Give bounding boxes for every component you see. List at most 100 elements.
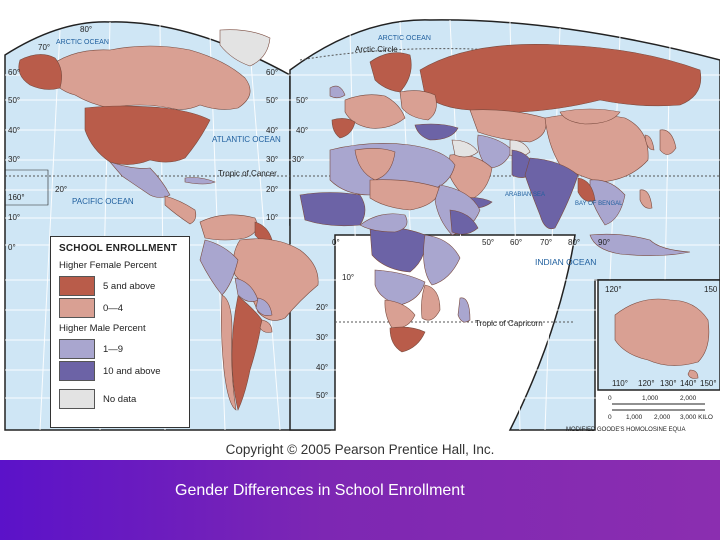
ethiopia — [449, 209, 479, 235]
copyright-text: Copyright © 2005 Pearson Prentice Hall, … — [225, 442, 495, 457]
deg-50-right: 50° — [296, 96, 308, 105]
australia — [614, 298, 710, 366]
label-tropic-capricorn: Tropic of Capricorn — [475, 319, 543, 328]
scale-km-3000: 3,000 KILO — [680, 414, 713, 421]
deg-30-right: 30° — [292, 155, 304, 164]
legend-swatch — [59, 276, 95, 296]
hawaii-box — [4, 169, 49, 206]
india — [524, 157, 579, 229]
scale-km-2000: 2,000 — [654, 414, 671, 421]
deg-20-left: 20° — [55, 185, 67, 194]
legend-item: 0—4 — [59, 297, 181, 319]
eurasia — [329, 43, 702, 256]
central-america — [164, 195, 197, 225]
legend-item: No data — [59, 388, 181, 410]
line-labels: Arctic Circle Tropic of Cancer Tropic of… — [218, 45, 543, 328]
scale-bar: 0 1,000 2,000 0 1,000 2,000 3,000 KILO M… — [566, 395, 713, 433]
deg-70: 70° — [38, 43, 50, 52]
legend-item-label: 0—4 — [103, 302, 124, 314]
tasmania — [687, 369, 699, 379]
deg-90-east: 90° — [598, 238, 610, 247]
map-labels: ARCTIC OCEAN ARCTIC OCEAN ATLANTIC OCEAN… — [56, 35, 623, 267]
legend-item-label: 1—9 — [103, 343, 124, 355]
legend-swatch — [59, 298, 95, 318]
deg-140: 140° — [680, 379, 697, 388]
south-africa — [389, 326, 426, 353]
greenland — [219, 29, 271, 67]
deg-20-ocean: 20° — [316, 303, 328, 312]
iraq — [451, 139, 479, 158]
peru — [199, 239, 239, 296]
chile — [221, 294, 237, 411]
argentina — [231, 295, 263, 411]
legend-item: 5 and above — [59, 275, 181, 297]
legend-item-label: No data — [103, 393, 137, 405]
kazakhstan — [469, 109, 547, 143]
deg-110: 110° — [612, 379, 628, 388]
legend-title: SCHOOL ENROLLMENT — [59, 243, 178, 254]
slide-caption: Gender Differences in School Enrollment — [175, 482, 465, 499]
korea — [644, 134, 655, 151]
deg-150: 150 — [704, 285, 718, 294]
west-africa — [299, 192, 366, 227]
world-map: ARCTIC OCEAN ARCTIC OCEAN ATLANTIC OCEAN… — [4, 19, 720, 433]
legend-item: 10 and above — [59, 360, 181, 382]
deg-120: 120° — [605, 285, 622, 294]
label-tropic-cancer: Tropic of Cancer — [218, 169, 277, 178]
scale-km-0: 0 — [608, 414, 612, 421]
label-pacific: PACIFIC OCEAN — [72, 197, 134, 206]
deg-10-mid: 10° — [266, 213, 278, 222]
congo — [369, 227, 426, 273]
deg-40-right: 40° — [296, 126, 308, 135]
colombia-venezuela — [199, 214, 258, 241]
label-indian-ocean: INDIAN OCEAN — [535, 257, 596, 267]
australia-inset — [597, 279, 720, 391]
deg-80: 80° — [80, 25, 92, 34]
deg-20-mid: 20° — [266, 185, 278, 194]
alaska — [18, 54, 62, 90]
label-arctic-left: ARCTIC OCEAN — [56, 39, 109, 46]
legend-female-header: Higher Female Percent — [59, 260, 157, 271]
deg-30-ocean: 30° — [316, 333, 328, 342]
uruguay — [259, 319, 273, 333]
algeria — [354, 148, 396, 181]
south-america — [199, 214, 319, 411]
central-africa — [359, 213, 408, 233]
scale-miles-2000: 2,000 — [680, 395, 697, 402]
legend-item: 1—9 — [59, 338, 181, 360]
southeast-asia — [589, 179, 626, 226]
deg-130: 130° — [660, 379, 677, 388]
deg-60-left: 60° — [8, 68, 20, 77]
paraguay — [255, 297, 273, 316]
degree-labels: 80° 70° 60° 50° 40° 30° 20° 10° 0° 160° … — [8, 25, 718, 400]
eastern-europe — [399, 90, 437, 121]
uk — [329, 85, 346, 99]
saudi-arabia — [447, 154, 493, 201]
mexico — [109, 161, 171, 198]
deg-60-east: 60° — [510, 238, 522, 247]
deg-40-ocean: 40° — [316, 363, 328, 372]
indonesia — [589, 233, 691, 256]
label-arctic-circle: Arctic Circle — [355, 45, 398, 54]
label-arabian-sea: ARABIAN SEA — [505, 192, 545, 198]
mongolia — [559, 108, 621, 125]
philippines — [639, 189, 653, 209]
label-arctic-right: ARCTIC OCEAN — [378, 35, 431, 42]
deg-150-bottom: 150° — [700, 379, 717, 388]
namibia-botswana — [384, 299, 416, 329]
legend-swatch — [59, 339, 95, 359]
angola-zambia — [374, 269, 426, 306]
scale-miles-1000: 1,000 — [642, 395, 659, 402]
madagascar — [457, 297, 471, 323]
mozambique — [421, 284, 441, 321]
deg-50-east: 50° — [482, 238, 494, 247]
scale-miles-0: 0 — [608, 395, 612, 402]
cuba — [184, 177, 216, 185]
deg-80-east: 80° — [568, 238, 580, 247]
deg-40-mid: 40° — [266, 126, 278, 135]
deg-10-ocean: 10° — [342, 273, 354, 282]
iran — [477, 134, 513, 169]
africa — [299, 143, 481, 353]
label-bay-of-bengal: BAY OF BENGAL — [575, 201, 623, 207]
label-atlantic: ATLANTIC OCEAN — [212, 135, 281, 144]
